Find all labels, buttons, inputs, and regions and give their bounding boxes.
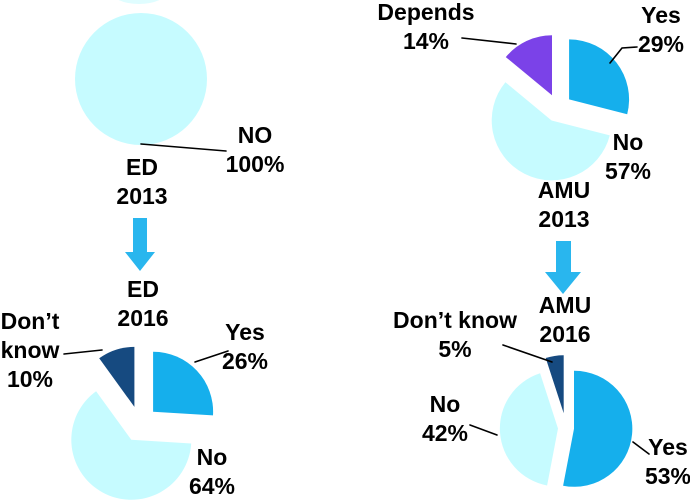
pie-slice-ed-2016-don-t-know (99, 346, 135, 407)
pie-slice-amu-2016-yes (563, 370, 633, 487)
callout-amu2013-no: No 57% (605, 128, 651, 186)
pie-title-amu-2016: AMU 2016 (539, 291, 591, 349)
callout-line: 64% (188, 473, 236, 499)
title-line: 2016 (539, 321, 591, 347)
pie-title-ed-2013: ED 2013 (116, 153, 167, 211)
title-line: AMU (537, 177, 591, 203)
callout-line: 53% (644, 463, 690, 489)
leader-line-ed2016-yes (194, 350, 229, 363)
leader-line-amu2016-no (469, 424, 498, 436)
callout-amu2016-dont-know: Don’t know 5% (393, 306, 517, 364)
callout-amu2016-no: No 42% (422, 390, 468, 448)
callout-ed2013-no: NO 100% (226, 121, 285, 179)
pie-slices-layer (71, 13, 633, 500)
leader-line-ed2016-dont-know (63, 349, 103, 355)
callout-line: NO (237, 122, 273, 148)
callout-line: 100% (225, 151, 285, 177)
callout-ed2016-no: No 64% (189, 443, 235, 500)
callout-line: know (0, 337, 60, 363)
callout-line: Depends (377, 0, 475, 25)
title-line: 2013 (116, 183, 168, 209)
callout-line: Yes (648, 434, 688, 460)
callout-line: 29% (637, 31, 685, 57)
leader-line-ed2013-no (140, 143, 227, 152)
leader-line-amu2013-yes (609, 46, 638, 64)
callout-line: 14% (402, 28, 450, 54)
callout-amu2016-yes: Yes 53% (645, 433, 690, 491)
callout-line: No (429, 391, 461, 417)
callout-line: 57% (604, 158, 652, 184)
down-arrow-amu-icon (545, 241, 581, 294)
callout-ed2016-dont-know: Don’t know 10% (1, 307, 60, 394)
pie-slice-amu-2013-yes (569, 39, 630, 115)
pie-slice-ed-2016-no (71, 391, 192, 500)
callout-line: 42% (421, 420, 469, 446)
pie-title-ed-2016: ED 2016 (117, 275, 168, 333)
callout-line: Yes (641, 2, 681, 28)
leader-lines-layer (63, 37, 650, 455)
title-line: AMU (538, 292, 592, 318)
title-line: 2013 (538, 206, 590, 232)
leader-line-amu2016-dont-know (502, 344, 553, 363)
callout-line: 10% (6, 366, 54, 392)
callout-line: No (612, 129, 644, 155)
title-line: ED (126, 154, 158, 180)
leader-line-amu2016-yes (632, 441, 650, 455)
callout-amu2013-yes: Yes 29% (638, 1, 684, 59)
pie-slice-amu-2013-no (491, 82, 610, 181)
callout-line: Don’t (0, 308, 60, 334)
title-line: 2016 (117, 305, 169, 331)
callout-line: 5% (438, 336, 472, 362)
down-arrow-ed-icon (125, 218, 155, 271)
cropped-pie-fragment-top (118, 0, 160, 4)
leader-line-amu2013-depends (461, 37, 517, 45)
pie-slice-amu-2013-depends (505, 35, 552, 96)
pie-title-amu-2013: AMU 2013 (538, 176, 590, 234)
pie-slice-amu-2016-don-t-know (545, 355, 564, 414)
callout-ed2016-yes: Yes 26% (222, 318, 268, 376)
pie-slice-amu-2016-no (499, 373, 558, 486)
title-line: ED (127, 276, 159, 302)
pie-slice-ed-2016-yes (153, 351, 214, 416)
callout-line: Yes (225, 319, 265, 345)
callout-line: Don’t know (393, 307, 517, 333)
arrows-layer (125, 218, 581, 294)
pie-slice-ed-2013-no (75, 13, 207, 145)
callout-line: 26% (221, 348, 269, 374)
callout-line: No (196, 444, 228, 470)
callout-amu2013-depends: Depends 14% (377, 0, 474, 56)
